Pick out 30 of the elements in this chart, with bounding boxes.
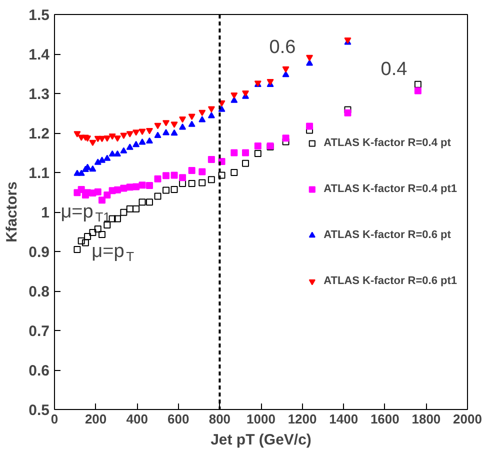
- legend-label: ATLAS K-factor R=0.4 pt1: [324, 182, 457, 194]
- annotation: 0.4: [380, 58, 408, 80]
- x-tick-label: 1000: [246, 412, 276, 426]
- y-tick-label: 1.3: [28, 86, 50, 103]
- legend-label: ATLAS K-factor R=0.6 pt: [324, 228, 451, 240]
- y-tick-label: 1: [41, 204, 50, 222]
- y-tick-label: 0.5: [28, 402, 50, 419]
- x-tick-label: 1600: [370, 412, 400, 426]
- y-tick-label: 0.8: [28, 284, 50, 300]
- y-tick-label: 1.5: [28, 7, 50, 24]
- y-tick-label: 0.6: [28, 362, 50, 380]
- x-tick-label: 600: [168, 412, 190, 426]
- x-tick-label: 0: [50, 412, 58, 426]
- x-tick-label: 2000: [453, 412, 482, 426]
- y-tick-label: 0.7: [28, 323, 50, 340]
- y-tick-label: 0.9: [28, 244, 50, 261]
- x-tick-label: 200: [84, 412, 107, 426]
- y-tick-label: 1.1: [28, 165, 50, 182]
- y-tick-label: 1.2: [28, 126, 50, 142]
- legend-label: ATLAS K-factor R=0.4 pt: [324, 136, 451, 148]
- x-tick-label: 1400: [329, 412, 358, 426]
- x-tick-label: 800: [208, 412, 231, 426]
- legend-label: ATLAS K-factor R=0.6 pt1: [324, 274, 457, 286]
- x-tick-label: 400: [126, 412, 148, 426]
- x-axis-title: Jet pT (GeV/c): [210, 432, 312, 448]
- x-tick-label: 1200: [288, 412, 317, 426]
- x-tick-label: 1800: [412, 412, 441, 426]
- y-axis-title: Kfactors: [4, 182, 21, 242]
- y-tick-label: 1.4: [28, 46, 50, 64]
- annotation: 0.6: [269, 37, 296, 58]
